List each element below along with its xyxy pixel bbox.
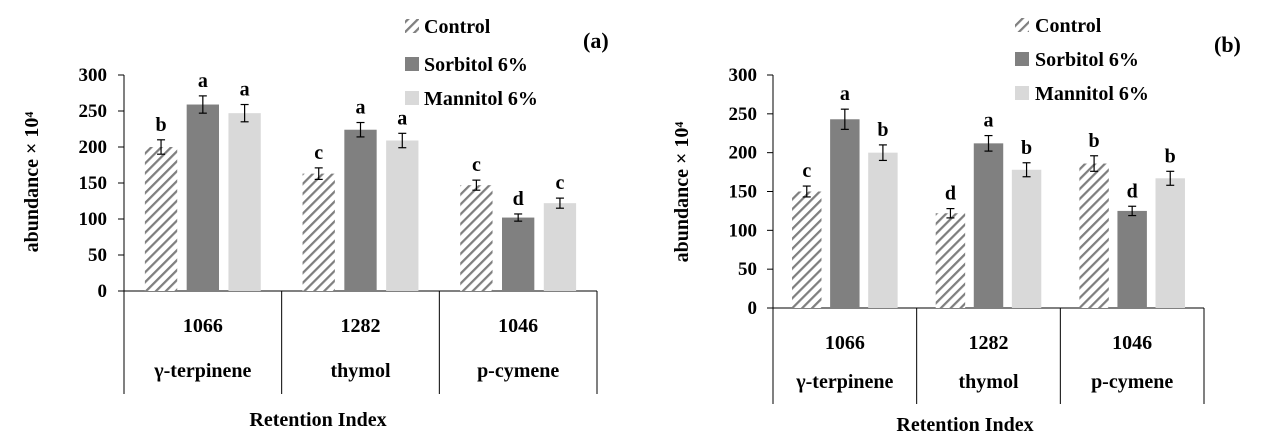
y-tick-label: 250 [79,101,108,122]
bar-mannitol [386,140,419,291]
significance-letter: a [984,110,994,132]
chart-panel-a: Control Sorbitol 6% Mannitol 6% (a) abun… [21,16,609,431]
bar-control [792,191,822,308]
legend-label-mannitol: Mannitol 6% [424,88,538,110]
significance-letter: a [840,83,850,105]
significance-letter: d [513,188,524,210]
bar-sorbitol [502,217,535,291]
panel-label-b: (b) [1214,32,1241,57]
bar-control [1079,163,1109,308]
significance-letter: d [1127,180,1138,202]
y-tick-label: 150 [729,182,758,203]
legend-swatch-control [1015,18,1029,32]
category-compound-label: p-cymene [477,360,559,382]
x-axis-title-a: Retention Index [249,409,386,431]
panel-label-a: (a) [583,28,609,53]
legend-swatch-sorbitol [405,57,419,71]
y-tick-label: 100 [729,220,758,241]
bar-control [935,213,966,308]
bar-mannitol [1155,178,1185,308]
bar-mannitol [1011,169,1042,308]
legend-swatch-control [405,19,419,33]
legend-label-control: Control [424,16,491,38]
bar-control [460,185,493,291]
x-axis-title-b: Retention Index [896,414,1033,436]
y-tick-label: 100 [79,209,108,230]
category-index-label: 1066 [825,332,865,354]
legend-label-sorbitol: Sorbitol 6% [424,54,528,76]
bar-control [144,147,178,291]
significance-letter: b [877,119,888,141]
legend-swatch-sorbitol [1015,52,1029,66]
significance-letter: b [1089,130,1100,152]
y-tick-label: 200 [729,143,758,164]
category-compound-label: thymol [959,371,1019,393]
legend-label-sorbitol: Sorbitol 6% [1035,49,1139,71]
significance-letter: c [802,160,811,182]
significance-letter: b [155,114,166,136]
y-tick-label: 150 [79,173,108,194]
bar-sorbitol [344,129,377,291]
category-index-label: 1046 [1112,332,1152,354]
significance-letter: a [397,107,407,129]
bar-mannitol [228,113,261,291]
category-index-label: 1066 [183,315,223,337]
bar-mannitol [543,203,577,291]
significance-letter: a [198,70,208,92]
bar-sorbitol [186,104,219,292]
category-compound-label: γ-terpinene [795,371,893,393]
significance-letter: b [1021,137,1032,159]
significance-letter: c [314,142,323,164]
y-tick-label: 300 [79,65,108,86]
y-tick-label: 0 [98,281,108,302]
y-tick-label: 50 [738,259,757,280]
significance-letter: a [356,97,366,119]
category-index-label: 1046 [498,315,538,337]
legend-label-mannitol: Mannitol 6% [1035,83,1149,105]
significance-letter: c [472,154,481,176]
y-tick-label: 0 [748,298,758,319]
category-index-label: 1282 [969,332,1009,354]
bar-sorbitol [973,143,1004,308]
legend: Control Sorbitol 6% Mannitol 6% [405,16,538,110]
legend-label-control: Control [1035,15,1102,37]
significance-letter: b [1165,145,1176,167]
significance-letter: d [945,183,956,205]
category-compound-label: γ-terpinene [153,360,251,382]
y-tick-label: 250 [729,104,758,125]
bar-sorbitol [830,119,860,309]
significance-letter: c [556,172,565,194]
bar-control [302,173,335,291]
bar-mannitol [868,152,898,308]
significance-letter: a [240,79,250,101]
chart-panel-b: Control Sorbitol 6% Mannitol 6% (b) abun… [671,15,1241,436]
category-index-label: 1282 [341,315,381,337]
y-tick-label: 50 [88,245,107,266]
y-axis-title-b: abundance × 10⁴ [671,122,693,263]
bar-sorbitol [1117,210,1147,308]
category-compound-label: thymol [331,360,391,382]
legend-swatch-mannitol [1015,86,1029,100]
y-tick-label: 300 [729,65,758,86]
y-tick-label: 200 [79,137,108,158]
legend-swatch-mannitol [405,91,419,105]
category-compound-label: p-cymene [1091,371,1173,393]
y-axis-title-a: abundance × 10⁴ [21,112,43,253]
legend: Control Sorbitol 6% Mannitol 6% [1015,15,1149,105]
